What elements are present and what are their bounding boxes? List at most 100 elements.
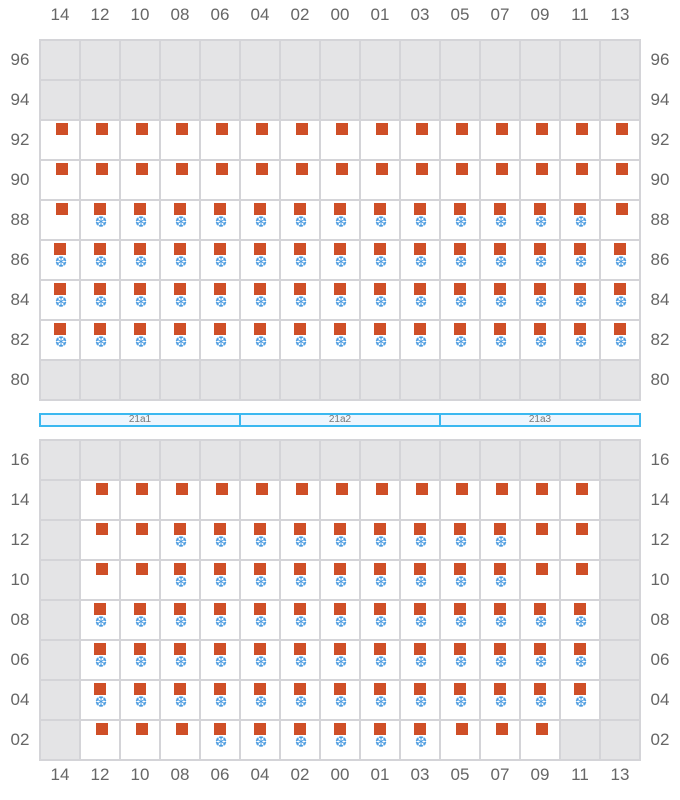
grid-cell-92-00[interactable] xyxy=(321,121,359,159)
grid-cell-86-08[interactable]: ❆ xyxy=(161,241,199,279)
grid-cell-02-08[interactable] xyxy=(161,721,199,759)
grid-cell-90-05[interactable] xyxy=(441,161,479,199)
grid-cell-92-08[interactable] xyxy=(161,121,199,159)
grid-cell-84-10[interactable]: ❆ xyxy=(121,281,159,319)
grid-cell-90-06[interactable] xyxy=(201,161,239,199)
grid-cell-92-05[interactable] xyxy=(441,121,479,159)
grid-cell-04-06[interactable]: ❆ xyxy=(201,681,239,719)
grid-cell-84-05[interactable]: ❆ xyxy=(441,281,479,319)
grid-cell-88-06[interactable]: ❆ xyxy=(201,201,239,239)
grid-cell-02-09[interactable] xyxy=(521,721,559,759)
grid-cell-14-01[interactable] xyxy=(361,481,399,519)
grid-cell-04-04[interactable]: ❆ xyxy=(241,681,279,719)
grid-cell-92-09[interactable] xyxy=(521,121,559,159)
grid-cell-08-01[interactable]: ❆ xyxy=(361,601,399,639)
grid-cell-82-00[interactable]: ❆ xyxy=(321,321,359,359)
grid-cell-04-00[interactable]: ❆ xyxy=(321,681,359,719)
grid-cell-88-08[interactable]: ❆ xyxy=(161,201,199,239)
grid-cell-14-12[interactable] xyxy=(81,481,119,519)
grid-cell-02-06[interactable]: ❆ xyxy=(201,721,239,759)
grid-cell-12-06[interactable]: ❆ xyxy=(201,521,239,559)
grid-cell-92-06[interactable] xyxy=(201,121,239,159)
grid-cell-86-06[interactable]: ❆ xyxy=(201,241,239,279)
grid-cell-84-03[interactable]: ❆ xyxy=(401,281,439,319)
grid-cell-90-08[interactable] xyxy=(161,161,199,199)
grid-cell-92-07[interactable] xyxy=(481,121,519,159)
grid-cell-14-03[interactable] xyxy=(401,481,439,519)
grid-cell-86-00[interactable]: ❆ xyxy=(321,241,359,279)
grid-cell-88-11[interactable]: ❆ xyxy=(561,201,599,239)
grid-cell-92-03[interactable] xyxy=(401,121,439,159)
grid-cell-82-13[interactable]: ❆ xyxy=(601,321,639,359)
grid-cell-02-10[interactable] xyxy=(121,721,159,759)
grid-cell-82-03[interactable]: ❆ xyxy=(401,321,439,359)
grid-cell-90-00[interactable] xyxy=(321,161,359,199)
grid-cell-84-11[interactable]: ❆ xyxy=(561,281,599,319)
grid-cell-08-08[interactable]: ❆ xyxy=(161,601,199,639)
grid-cell-02-04[interactable]: ❆ xyxy=(241,721,279,759)
grid-cell-88-01[interactable]: ❆ xyxy=(361,201,399,239)
grid-cell-10-10[interactable] xyxy=(121,561,159,599)
grid-cell-84-01[interactable]: ❆ xyxy=(361,281,399,319)
grid-cell-88-12[interactable]: ❆ xyxy=(81,201,119,239)
grid-cell-84-09[interactable]: ❆ xyxy=(521,281,559,319)
grid-cell-82-12[interactable]: ❆ xyxy=(81,321,119,359)
grid-cell-82-14[interactable]: ❆ xyxy=(41,321,79,359)
grid-cell-82-01[interactable]: ❆ xyxy=(361,321,399,359)
grid-cell-06-12[interactable]: ❆ xyxy=(81,641,119,679)
grid-cell-12-05[interactable]: ❆ xyxy=(441,521,479,559)
grid-cell-14-05[interactable] xyxy=(441,481,479,519)
grid-cell-92-11[interactable] xyxy=(561,121,599,159)
grid-cell-02-07[interactable] xyxy=(481,721,519,759)
grid-cell-84-08[interactable]: ❆ xyxy=(161,281,199,319)
grid-cell-86-03[interactable]: ❆ xyxy=(401,241,439,279)
grid-cell-92-10[interactable] xyxy=(121,121,159,159)
grid-cell-10-01[interactable]: ❆ xyxy=(361,561,399,599)
grid-cell-06-10[interactable]: ❆ xyxy=(121,641,159,679)
grid-cell-92-01[interactable] xyxy=(361,121,399,159)
grid-cell-82-05[interactable]: ❆ xyxy=(441,321,479,359)
grid-cell-86-14[interactable]: ❆ xyxy=(41,241,79,279)
section-21a3[interactable]: 21a3 xyxy=(441,413,641,427)
grid-cell-14-07[interactable] xyxy=(481,481,519,519)
grid-cell-12-04[interactable]: ❆ xyxy=(241,521,279,559)
grid-cell-06-07[interactable]: ❆ xyxy=(481,641,519,679)
grid-cell-14-10[interactable] xyxy=(121,481,159,519)
grid-cell-92-12[interactable] xyxy=(81,121,119,159)
grid-cell-84-07[interactable]: ❆ xyxy=(481,281,519,319)
grid-cell-88-09[interactable]: ❆ xyxy=(521,201,559,239)
grid-cell-86-11[interactable]: ❆ xyxy=(561,241,599,279)
grid-cell-84-12[interactable]: ❆ xyxy=(81,281,119,319)
grid-cell-82-04[interactable]: ❆ xyxy=(241,321,279,359)
grid-cell-06-01[interactable]: ❆ xyxy=(361,641,399,679)
grid-cell-08-11[interactable]: ❆ xyxy=(561,601,599,639)
grid-cell-08-03[interactable]: ❆ xyxy=(401,601,439,639)
grid-cell-10-05[interactable]: ❆ xyxy=(441,561,479,599)
grid-cell-06-02[interactable]: ❆ xyxy=(281,641,319,679)
grid-cell-90-07[interactable] xyxy=(481,161,519,199)
grid-cell-06-08[interactable]: ❆ xyxy=(161,641,199,679)
grid-cell-08-00[interactable]: ❆ xyxy=(321,601,359,639)
grid-cell-04-02[interactable]: ❆ xyxy=(281,681,319,719)
grid-cell-04-03[interactable]: ❆ xyxy=(401,681,439,719)
grid-cell-08-12[interactable]: ❆ xyxy=(81,601,119,639)
grid-cell-92-04[interactable] xyxy=(241,121,279,159)
grid-cell-02-00[interactable]: ❆ xyxy=(321,721,359,759)
grid-cell-90-04[interactable] xyxy=(241,161,279,199)
grid-cell-84-04[interactable]: ❆ xyxy=(241,281,279,319)
grid-cell-10-09[interactable] xyxy=(521,561,559,599)
grid-cell-12-02[interactable]: ❆ xyxy=(281,521,319,559)
grid-cell-82-09[interactable]: ❆ xyxy=(521,321,559,359)
grid-cell-86-10[interactable]: ❆ xyxy=(121,241,159,279)
grid-cell-86-09[interactable]: ❆ xyxy=(521,241,559,279)
grid-cell-92-14[interactable] xyxy=(41,121,79,159)
grid-cell-90-01[interactable] xyxy=(361,161,399,199)
grid-cell-14-02[interactable] xyxy=(281,481,319,519)
grid-cell-06-06[interactable]: ❆ xyxy=(201,641,239,679)
grid-cell-10-04[interactable]: ❆ xyxy=(241,561,279,599)
grid-cell-04-10[interactable]: ❆ xyxy=(121,681,159,719)
grid-cell-14-04[interactable] xyxy=(241,481,279,519)
grid-cell-90-09[interactable] xyxy=(521,161,559,199)
grid-cell-88-13[interactable] xyxy=(601,201,639,239)
grid-cell-04-11[interactable]: ❆ xyxy=(561,681,599,719)
